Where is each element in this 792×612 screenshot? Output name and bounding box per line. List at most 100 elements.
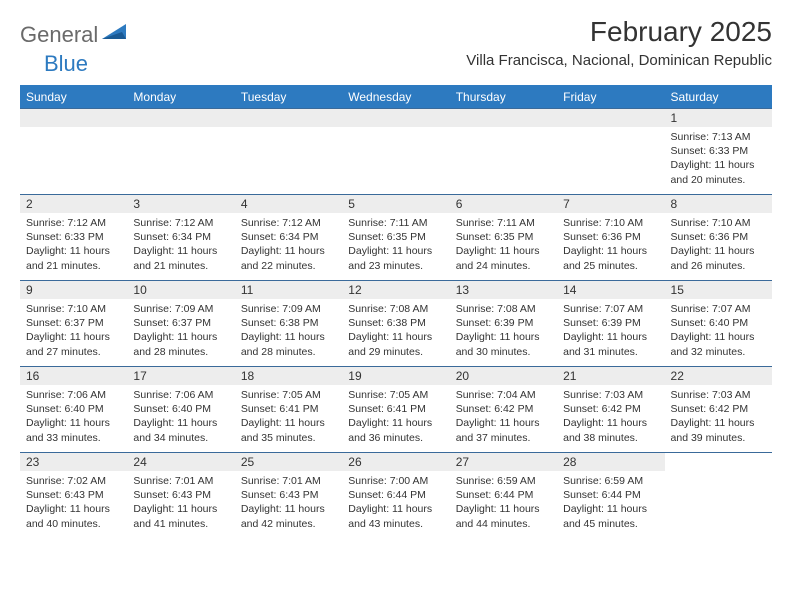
day-dl2: and 34 minutes. <box>133 431 228 445</box>
day-details: Sunrise: 7:10 AMSunset: 6:36 PMDaylight:… <box>665 213 772 277</box>
day-sr: Sunrise: 7:12 AM <box>133 216 228 230</box>
day-dl2: and 29 minutes. <box>348 345 443 359</box>
day-dl1: Daylight: 11 hours <box>241 416 336 430</box>
day-ss: Sunset: 6:38 PM <box>241 316 336 330</box>
day-dl2: and 41 minutes. <box>133 517 228 531</box>
calendar-cell: 4Sunrise: 7:12 AMSunset: 6:34 PMDaylight… <box>235 195 342 281</box>
day-dl2: and 27 minutes. <box>26 345 121 359</box>
day-details: Sunrise: 7:03 AMSunset: 6:42 PMDaylight:… <box>557 385 664 449</box>
day-details: Sunrise: 7:05 AMSunset: 6:41 PMDaylight:… <box>235 385 342 449</box>
day-dl2: and 45 minutes. <box>563 517 658 531</box>
day-number: 10 <box>127 281 234 299</box>
day-details: Sunrise: 7:11 AMSunset: 6:35 PMDaylight:… <box>342 213 449 277</box>
day-ss: Sunset: 6:42 PM <box>671 402 766 416</box>
day-number: 2 <box>20 195 127 213</box>
day-sr: Sunrise: 6:59 AM <box>563 474 658 488</box>
calendar-cell: 3Sunrise: 7:12 AMSunset: 6:34 PMDaylight… <box>127 195 234 281</box>
day-dl2: and 22 minutes. <box>241 259 336 273</box>
calendar-cell <box>235 109 342 195</box>
day-details: Sunrise: 7:04 AMSunset: 6:42 PMDaylight:… <box>450 385 557 449</box>
day-number: 20 <box>450 367 557 385</box>
day-dl2: and 25 minutes. <box>563 259 658 273</box>
day-dl2: and 35 minutes. <box>241 431 336 445</box>
day-number: 28 <box>557 453 664 471</box>
day-number: 14 <box>557 281 664 299</box>
day-number: 1 <box>665 109 772 127</box>
calendar-cell: 26Sunrise: 7:00 AMSunset: 6:44 PMDayligh… <box>342 453 449 539</box>
day-sr: Sunrise: 7:07 AM <box>671 302 766 316</box>
day-dl1: Daylight: 11 hours <box>456 416 551 430</box>
day-ss: Sunset: 6:44 PM <box>348 488 443 502</box>
day-details: Sunrise: 7:07 AMSunset: 6:39 PMDaylight:… <box>557 299 664 363</box>
day-dl1: Daylight: 11 hours <box>348 416 443 430</box>
header-friday: Friday <box>557 86 664 109</box>
day-details: Sunrise: 6:59 AMSunset: 6:44 PMDaylight:… <box>557 471 664 535</box>
logo-triangle-icon <box>102 24 130 42</box>
day-details: Sunrise: 7:12 AMSunset: 6:33 PMDaylight:… <box>20 213 127 277</box>
day-ss: Sunset: 6:40 PM <box>671 316 766 330</box>
calendar-cell: 12Sunrise: 7:08 AMSunset: 6:38 PMDayligh… <box>342 281 449 367</box>
day-number: 15 <box>665 281 772 299</box>
day-dl2: and 32 minutes. <box>671 345 766 359</box>
calendar-cell: 5Sunrise: 7:11 AMSunset: 6:35 PMDaylight… <box>342 195 449 281</box>
day-details: Sunrise: 7:07 AMSunset: 6:40 PMDaylight:… <box>665 299 772 363</box>
calendar-cell: 22Sunrise: 7:03 AMSunset: 6:42 PMDayligh… <box>665 367 772 453</box>
logo: General <box>20 16 132 48</box>
calendar-cell: 1Sunrise: 7:13 AMSunset: 6:33 PMDaylight… <box>665 109 772 195</box>
day-ss: Sunset: 6:35 PM <box>348 230 443 244</box>
day-dl2: and 28 minutes. <box>241 345 336 359</box>
calendar-cell: 11Sunrise: 7:09 AMSunset: 6:38 PMDayligh… <box>235 281 342 367</box>
day-ss: Sunset: 6:44 PM <box>563 488 658 502</box>
day-ss: Sunset: 6:38 PM <box>348 316 443 330</box>
day-ss: Sunset: 6:43 PM <box>133 488 228 502</box>
day-dl2: and 33 minutes. <box>26 431 121 445</box>
day-dl2: and 39 minutes. <box>671 431 766 445</box>
calendar-cell: 2Sunrise: 7:12 AMSunset: 6:33 PMDaylight… <box>20 195 127 281</box>
calendar-cell: 10Sunrise: 7:09 AMSunset: 6:37 PMDayligh… <box>127 281 234 367</box>
day-dl2: and 26 minutes. <box>671 259 766 273</box>
day-ss: Sunset: 6:36 PM <box>563 230 658 244</box>
week-row: 9Sunrise: 7:10 AMSunset: 6:37 PMDaylight… <box>20 281 772 367</box>
day-dl1: Daylight: 11 hours <box>563 244 658 258</box>
day-dl2: and 44 minutes. <box>456 517 551 531</box>
day-ss: Sunset: 6:42 PM <box>456 402 551 416</box>
day-sr: Sunrise: 7:00 AM <box>348 474 443 488</box>
day-sr: Sunrise: 7:11 AM <box>456 216 551 230</box>
day-sr: Sunrise: 7:05 AM <box>241 388 336 402</box>
day-ss: Sunset: 6:33 PM <box>671 144 766 158</box>
day-sr: Sunrise: 7:06 AM <box>133 388 228 402</box>
day-dl1: Daylight: 11 hours <box>241 244 336 258</box>
day-sr: Sunrise: 6:59 AM <box>456 474 551 488</box>
day-ss: Sunset: 6:41 PM <box>348 402 443 416</box>
day-details: Sunrise: 7:10 AMSunset: 6:36 PMDaylight:… <box>557 213 664 277</box>
day-dl1: Daylight: 11 hours <box>133 416 228 430</box>
day-number: 17 <box>127 367 234 385</box>
day-number: 8 <box>665 195 772 213</box>
day-dl2: and 21 minutes. <box>133 259 228 273</box>
day-dl1: Daylight: 11 hours <box>26 416 121 430</box>
day-number: 24 <box>127 453 234 471</box>
day-dl2: and 42 minutes. <box>241 517 336 531</box>
day-number <box>342 109 449 127</box>
header-wednesday: Wednesday <box>342 86 449 109</box>
day-number: 18 <box>235 367 342 385</box>
calendar-cell: 16Sunrise: 7:06 AMSunset: 6:40 PMDayligh… <box>20 367 127 453</box>
day-sr: Sunrise: 7:08 AM <box>348 302 443 316</box>
calendar-cell: 9Sunrise: 7:10 AMSunset: 6:37 PMDaylight… <box>20 281 127 367</box>
day-dl1: Daylight: 11 hours <box>671 416 766 430</box>
day-details: Sunrise: 7:12 AMSunset: 6:34 PMDaylight:… <box>235 213 342 277</box>
day-sr: Sunrise: 7:08 AM <box>456 302 551 316</box>
day-details: Sunrise: 7:00 AMSunset: 6:44 PMDaylight:… <box>342 471 449 535</box>
day-dl2: and 24 minutes. <box>456 259 551 273</box>
day-ss: Sunset: 6:44 PM <box>456 488 551 502</box>
day-details: Sunrise: 7:02 AMSunset: 6:43 PMDaylight:… <box>20 471 127 535</box>
day-sr: Sunrise: 7:12 AM <box>26 216 121 230</box>
day-dl2: and 23 minutes. <box>348 259 443 273</box>
day-ss: Sunset: 6:39 PM <box>456 316 551 330</box>
day-dl1: Daylight: 11 hours <box>348 244 443 258</box>
calendar-cell: 17Sunrise: 7:06 AMSunset: 6:40 PMDayligh… <box>127 367 234 453</box>
day-number: 3 <box>127 195 234 213</box>
day-sr: Sunrise: 7:07 AM <box>563 302 658 316</box>
day-details: Sunrise: 7:03 AMSunset: 6:42 PMDaylight:… <box>665 385 772 449</box>
day-dl1: Daylight: 11 hours <box>563 502 658 516</box>
